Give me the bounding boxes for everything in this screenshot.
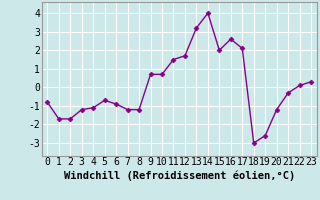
X-axis label: Windchill (Refroidissement éolien,°C): Windchill (Refroidissement éolien,°C) (64, 170, 295, 181)
